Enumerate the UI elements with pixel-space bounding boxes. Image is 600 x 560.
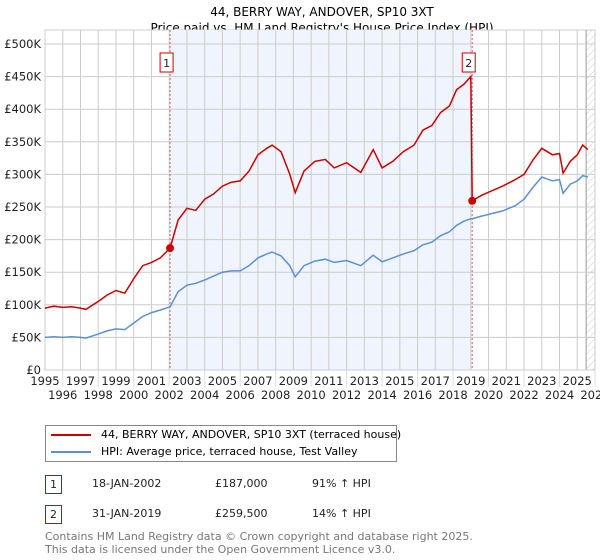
- x-tick-label: 2011: [314, 374, 343, 388]
- x-tick-label: 2001: [137, 374, 166, 388]
- x-tick-label: 2019: [456, 374, 485, 388]
- x-tick-label: 2005: [208, 374, 237, 388]
- y-tick-label: £0: [26, 363, 41, 377]
- price-paid-line: [44, 74, 589, 311]
- x-tick-label: 2013: [350, 374, 379, 388]
- transaction-date: 18-JAN-2002: [92, 477, 162, 490]
- x-tick-label: 2026: [580, 388, 600, 402]
- legend-blue-line: [51, 451, 91, 453]
- annotation-label: 2: [465, 57, 472, 70]
- transaction-price: £259,500: [215, 507, 268, 520]
- ownership-shading: [170, 30, 473, 370]
- y-tick-label: £500K: [4, 37, 41, 51]
- x-tick-label: 2022: [509, 388, 538, 402]
- marker-badge: 1: [45, 475, 62, 494]
- x-tick-label: 2007: [243, 374, 272, 388]
- legend-red-label: 44, BERRY WAY, ANDOVER, SP10 3XT (terrac…: [101, 428, 402, 441]
- x-tick-label: 2010: [296, 388, 325, 402]
- transaction-hpi: 14% ↑ HPI: [312, 507, 371, 520]
- y-tick-label: £50K: [12, 330, 42, 344]
- x-tick-label: 2009: [279, 374, 308, 388]
- x-tick-label: 2008: [261, 388, 290, 402]
- sale-point: [166, 244, 175, 253]
- legend-red-line: [51, 434, 91, 436]
- legend: 44, BERRY WAY, ANDOVER, SP10 3XT (terrac…: [45, 425, 401, 462]
- x-tick-label: 2002: [155, 388, 184, 402]
- sale-point: [468, 196, 477, 205]
- marker-badge: 2: [45, 505, 62, 524]
- x-tick-label: 2024: [545, 388, 574, 402]
- x-tick-label: 2016: [403, 388, 432, 402]
- x-tick-label: 2003: [172, 374, 201, 388]
- x-tick-label: 2012: [332, 388, 361, 402]
- hpi-line: [44, 174, 589, 339]
- x-tick-label: 2025: [563, 374, 592, 388]
- chart-title: 44, BERRY WAY, ANDOVER, SP10 3XT: [210, 5, 434, 19]
- x-tick-label: 1999: [101, 374, 130, 388]
- x-tick-label: 1997: [66, 374, 95, 388]
- transaction-price: £187,000: [215, 477, 268, 490]
- y-tick-label: £350K: [4, 135, 41, 149]
- annotation-label: 1: [163, 57, 170, 70]
- annotation-box: [159, 52, 174, 73]
- y-tick-label: £300K: [4, 167, 41, 181]
- x-tick-label: 2000: [119, 388, 148, 402]
- y-tick-label: £450K: [4, 70, 41, 84]
- transaction-hpi: 91% ↑ HPI: [312, 477, 371, 490]
- x-tick-label: 2015: [385, 374, 414, 388]
- transaction-date: 31-JAN-2019: [92, 507, 162, 520]
- footer-copyright: Contains HM Land Registry data © Crown c…: [45, 530, 473, 543]
- x-tick-label: 2021: [492, 374, 521, 388]
- y-tick-label: £250K: [4, 200, 41, 214]
- footer-licence: This data is licensed under the Open Gov…: [45, 543, 396, 556]
- x-tick-label: 2006: [226, 388, 255, 402]
- x-tick-label: 2023: [527, 374, 556, 388]
- y-tick-label: £200K: [4, 233, 41, 247]
- y-tick-label: £150K: [4, 265, 41, 279]
- x-tick-label: 1998: [84, 388, 113, 402]
- forecast-hatch: [586, 30, 595, 370]
- x-tick-label: 1995: [30, 374, 59, 388]
- y-tick-label: £400K: [4, 102, 41, 116]
- x-tick-label: 2004: [190, 388, 219, 402]
- legend-blue-label: HPI: Average price, terraced house, Test…: [101, 445, 358, 458]
- x-tick-label: 2020: [474, 388, 503, 402]
- y-tick-label: £100K: [4, 298, 41, 312]
- x-tick-label: 2014: [367, 388, 396, 402]
- x-tick-label: 2017: [421, 374, 450, 388]
- price-chart: 44, BERRY WAY, ANDOVER, SP10 3XT Price p…: [4, 5, 600, 402]
- x-tick-label: 1996: [48, 388, 77, 402]
- annotation-box: [461, 52, 476, 73]
- x-tick-label: 2018: [438, 388, 467, 402]
